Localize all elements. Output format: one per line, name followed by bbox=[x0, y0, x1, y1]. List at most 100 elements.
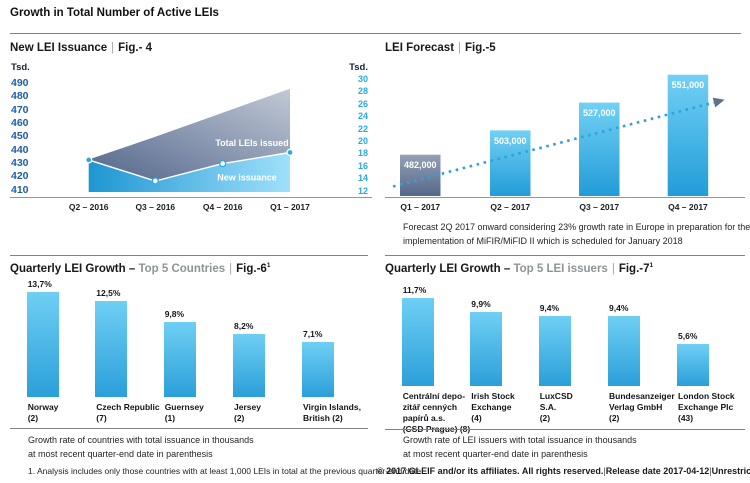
fig6-caption: Growth rate of countries with total issu… bbox=[28, 435, 254, 459]
x-tick-label: Q2 – 2016 bbox=[68, 202, 109, 212]
fig7-fig-superscript: 1 bbox=[649, 262, 654, 269]
bar-value-label: 13,7% bbox=[27, 278, 52, 289]
fig6-fig-label: Fig.-6 bbox=[236, 262, 267, 275]
forecast-bar bbox=[490, 130, 531, 196]
y-tick-label: 450 bbox=[11, 130, 29, 143]
footer-separator: | bbox=[709, 466, 712, 476]
section-divider-left bbox=[10, 255, 368, 256]
bar-category-label: London Stock Exchange Plc (43) bbox=[678, 391, 735, 424]
fig7-title-subject: Top 5 LEI issuers bbox=[513, 262, 608, 275]
footer: © 2017 GLEIF and/or its affiliates. All … bbox=[377, 466, 750, 476]
y-tick-label: 460 bbox=[11, 117, 29, 130]
data-point-markers bbox=[85, 148, 294, 185]
growth-bar bbox=[163, 321, 196, 397]
forecast-bar bbox=[667, 74, 709, 196]
forecast-bar bbox=[579, 102, 620, 196]
fig4-left-axis-ticks: 490 480 470 460 450 440 430 420 410 bbox=[11, 77, 29, 197]
bar-value-label: 9,9% bbox=[471, 298, 491, 309]
bar-value-label: 9,4% bbox=[539, 302, 560, 313]
forecast-bars: 482,000 503,000 527,000 551,000 bbox=[400, 74, 709, 196]
x-tick-label: Q3 – 2016 bbox=[135, 202, 176, 212]
footer-release-date: Release date 2017-04-12 bbox=[605, 466, 710, 476]
fig7-caption-divider bbox=[385, 429, 745, 430]
total-leis-issued-area bbox=[88, 88, 290, 181]
x-tick-label: Q1 – 2017 bbox=[400, 202, 441, 212]
fig6-title-subject: Top 5 Countries bbox=[138, 262, 226, 275]
growth-bar bbox=[538, 315, 571, 386]
growth-bar bbox=[401, 298, 434, 387]
bar-value-label: 7,1% bbox=[303, 329, 323, 340]
y-tick-label: 490 bbox=[11, 77, 29, 89]
fig7-title-pipe: | bbox=[611, 262, 615, 275]
data-point-marker bbox=[219, 159, 227, 168]
bar-category-label: Czech Republic (7) bbox=[96, 402, 160, 424]
total-leis-issued-label: Total LEIs issued bbox=[215, 138, 288, 148]
y-tick-label: 430 bbox=[11, 157, 29, 170]
bar-category-label: Norway (2) bbox=[27, 402, 59, 424]
growth-bar bbox=[233, 333, 265, 397]
y-tick-label: 16 bbox=[357, 160, 368, 171]
fig4-title-pipe: | bbox=[111, 42, 115, 54]
y-tick-label: 12 bbox=[357, 185, 368, 196]
y-tick-label: 420 bbox=[11, 170, 29, 183]
bar-value-label: 5,6% bbox=[678, 331, 698, 341]
growth-bar bbox=[608, 315, 640, 386]
fig4-left-axis-unit: Tsd. bbox=[11, 62, 30, 73]
x-tick-label: Q4 – 2017 bbox=[668, 202, 708, 212]
bar-value-label: 9,8% bbox=[164, 308, 185, 319]
growth-bar bbox=[302, 342, 334, 397]
fig7-caption: Growth rate of LEI issuers with total is… bbox=[403, 435, 637, 459]
bar-value-label: 503,000 bbox=[494, 136, 527, 146]
fig4-right-axis-ticks: 30 28 26 24 22 20 18 16 14 12 bbox=[340, 73, 368, 197]
growth-bar bbox=[95, 300, 128, 398]
fig7-fig-label: Fig.-7 bbox=[618, 262, 650, 275]
bar-category-label: Irish Stock Exchange (4) bbox=[471, 391, 515, 424]
fig5-title-pipe: | bbox=[458, 42, 462, 54]
new-issuance-label: New issuance bbox=[217, 173, 277, 183]
y-tick-label: 18 bbox=[357, 148, 368, 159]
fig6-title-text: Quarterly LEI Growth – bbox=[10, 262, 136, 275]
y-tick-label: 30 bbox=[357, 74, 368, 84]
data-point-marker bbox=[151, 177, 159, 185]
forecast-trend-dotted-line bbox=[392, 101, 715, 188]
footer-separator: | bbox=[603, 466, 606, 476]
fig4-area-chart: Total LEIs issued New issuance bbox=[85, 88, 294, 192]
fig7-title-text: Quarterly LEI Growth – bbox=[385, 262, 511, 275]
x-tick-label: Q2 – 2017 bbox=[490, 202, 531, 212]
bar-value-label: 11,7% bbox=[402, 285, 427, 296]
x-tick-label: Q3 – 2017 bbox=[579, 202, 620, 212]
new-issuance-line bbox=[88, 151, 291, 182]
data-point-marker bbox=[286, 148, 294, 157]
bar-category-label: Guernsey (1) bbox=[164, 402, 204, 424]
y-tick-label: 22 bbox=[357, 123, 368, 134]
bar-value-label: 482,000 bbox=[404, 160, 437, 170]
bar-category-label: Virgin Islands, British (2) bbox=[303, 402, 361, 424]
y-tick-label: 20 bbox=[357, 135, 368, 146]
footer-classification: Unrestricted bbox=[711, 466, 750, 476]
bar-value-label: 8,2% bbox=[234, 320, 254, 331]
y-tick-label: 24 bbox=[357, 111, 368, 122]
data-point-marker bbox=[85, 156, 93, 164]
x-tick-label: Q1 – 2017 bbox=[270, 202, 310, 212]
y-tick-label: 440 bbox=[11, 143, 29, 156]
bar-value-label: 9,4% bbox=[609, 302, 629, 313]
y-tick-label: 480 bbox=[11, 90, 29, 103]
fig5-fig-label: Fig.-5 bbox=[465, 42, 496, 54]
fig6-footnote: 1. Analysis includes only those countrie… bbox=[28, 466, 422, 476]
fig4-right-axis-unit: Tsd. bbox=[349, 62, 368, 73]
growth-bar bbox=[677, 344, 709, 386]
header-divider bbox=[10, 33, 741, 34]
fig5-caption: Forecast 2Q 2017 onward considering 23% … bbox=[403, 222, 750, 246]
bar-category-label: Bundesanzeiger Verlag GmbH (2) bbox=[609, 391, 675, 424]
section-divider-right bbox=[385, 255, 745, 256]
fig7-title: Quarterly LEI Growth – Top 5 LEI issuers… bbox=[385, 262, 653, 275]
y-tick-label: 28 bbox=[357, 86, 368, 97]
fig6-caption-divider bbox=[10, 428, 368, 429]
y-tick-label: 410 bbox=[11, 183, 29, 196]
y-tick-label: 14 bbox=[357, 173, 368, 184]
fig5-bar-chart: 482,000 503,000 527,000 551,000 bbox=[392, 74, 725, 196]
y-tick-label: 26 bbox=[357, 98, 368, 109]
y-tick-label: 470 bbox=[11, 103, 29, 116]
forecast-bar bbox=[400, 154, 441, 196]
fig5-x-axis bbox=[385, 197, 745, 198]
